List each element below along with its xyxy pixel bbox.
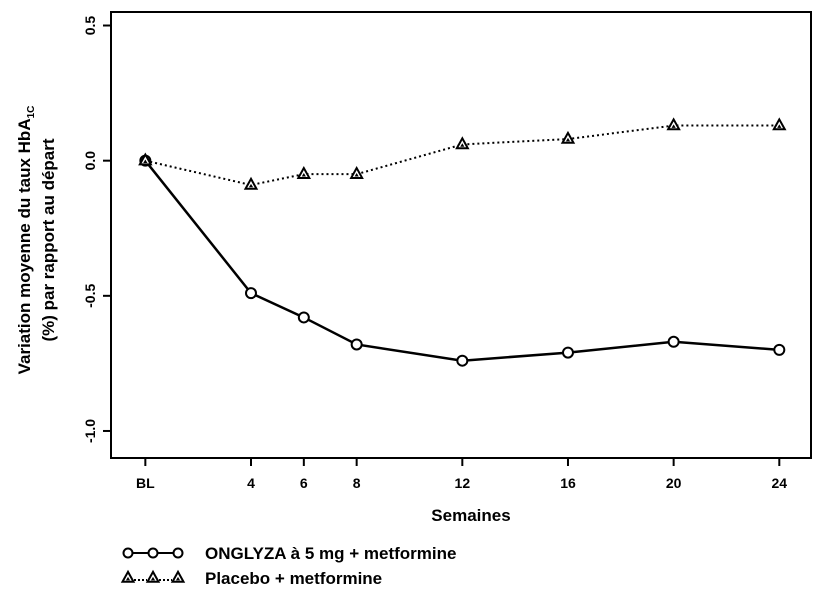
data-point bbox=[560, 130, 576, 144]
data-point-core bbox=[301, 173, 306, 177]
x-axis: BL 4 6 8 12 16 20 24 bbox=[136, 458, 787, 491]
legend-marker bbox=[145, 569, 161, 583]
data-point-core bbox=[777, 124, 782, 128]
data-point bbox=[296, 165, 312, 179]
legend-marker bbox=[147, 547, 159, 559]
legend-marker bbox=[172, 547, 184, 559]
legend-glyph-onglyza bbox=[122, 547, 184, 559]
x-tick-label: 20 bbox=[666, 475, 682, 491]
data-point bbox=[772, 117, 787, 131]
legend-marker bbox=[122, 547, 134, 559]
legend-marker-core bbox=[175, 576, 181, 581]
y-tick-label: 0.0 bbox=[82, 151, 98, 171]
legend-glyph-placebo bbox=[120, 569, 186, 583]
y-axis-title-line2: (%) par rapport au départ bbox=[39, 138, 58, 341]
x-tick-label: 8 bbox=[353, 475, 361, 491]
x-tick-label: 4 bbox=[247, 475, 255, 491]
legend-marker bbox=[170, 569, 186, 583]
y-axis: 0.5 0.0 -0.5 -1.0 bbox=[82, 16, 111, 443]
y-axis-title-line2-text: (%) par rapport au départ bbox=[39, 138, 58, 341]
x-axis-title: Semaines bbox=[431, 506, 510, 525]
data-point bbox=[243, 176, 259, 190]
series-layer bbox=[138, 117, 787, 367]
data-point bbox=[138, 152, 153, 166]
data-point bbox=[349, 165, 364, 179]
legend-label-onglyza: ONGLYZA à 5 mg + metformine bbox=[205, 544, 456, 563]
y-tick-label: -0.5 bbox=[82, 284, 98, 308]
data-point-core bbox=[354, 173, 359, 177]
data-point bbox=[350, 338, 363, 351]
x-tick-label: 24 bbox=[772, 475, 788, 491]
legend: ONGLYZA à 5 mg + metformine Placebo + me… bbox=[120, 544, 456, 588]
legend-marker-core bbox=[150, 576, 156, 581]
plot-frame bbox=[110, 11, 812, 459]
data-point bbox=[667, 335, 680, 348]
data-point bbox=[773, 343, 786, 356]
data-point bbox=[455, 136, 470, 150]
data-point-core bbox=[143, 159, 148, 163]
x-tick-label: 12 bbox=[455, 475, 471, 491]
series-onglyza bbox=[139, 154, 786, 367]
data-point-core bbox=[248, 183, 254, 188]
y-axis-title-main: Variation moyenne du taux HbA bbox=[15, 118, 34, 374]
legend-marker-core bbox=[125, 576, 131, 581]
data-point-core bbox=[671, 124, 676, 128]
data-point bbox=[561, 346, 574, 359]
legend-label-placebo: Placebo + metformine bbox=[205, 569, 382, 588]
series-placebo bbox=[138, 117, 787, 190]
data-point bbox=[297, 311, 310, 324]
data-point-core bbox=[460, 143, 465, 147]
data-point bbox=[666, 117, 681, 131]
y-axis-title-subscript: 1C bbox=[26, 106, 37, 119]
y-axis-title-line1: Variation moyenne du taux HbA1C bbox=[15, 106, 37, 375]
legend-marker bbox=[120, 569, 136, 583]
x-tick-label: BL bbox=[136, 475, 155, 491]
data-point-core bbox=[565, 137, 571, 142]
x-tick-label: 6 bbox=[300, 475, 308, 491]
data-point bbox=[456, 354, 469, 367]
y-tick-label: -1.0 bbox=[82, 419, 98, 443]
data-point bbox=[245, 287, 257, 300]
series-line bbox=[145, 124, 780, 187]
y-tick-label: 0.5 bbox=[82, 16, 98, 36]
series-line bbox=[144, 159, 780, 362]
x-tick-label: 16 bbox=[560, 475, 576, 491]
